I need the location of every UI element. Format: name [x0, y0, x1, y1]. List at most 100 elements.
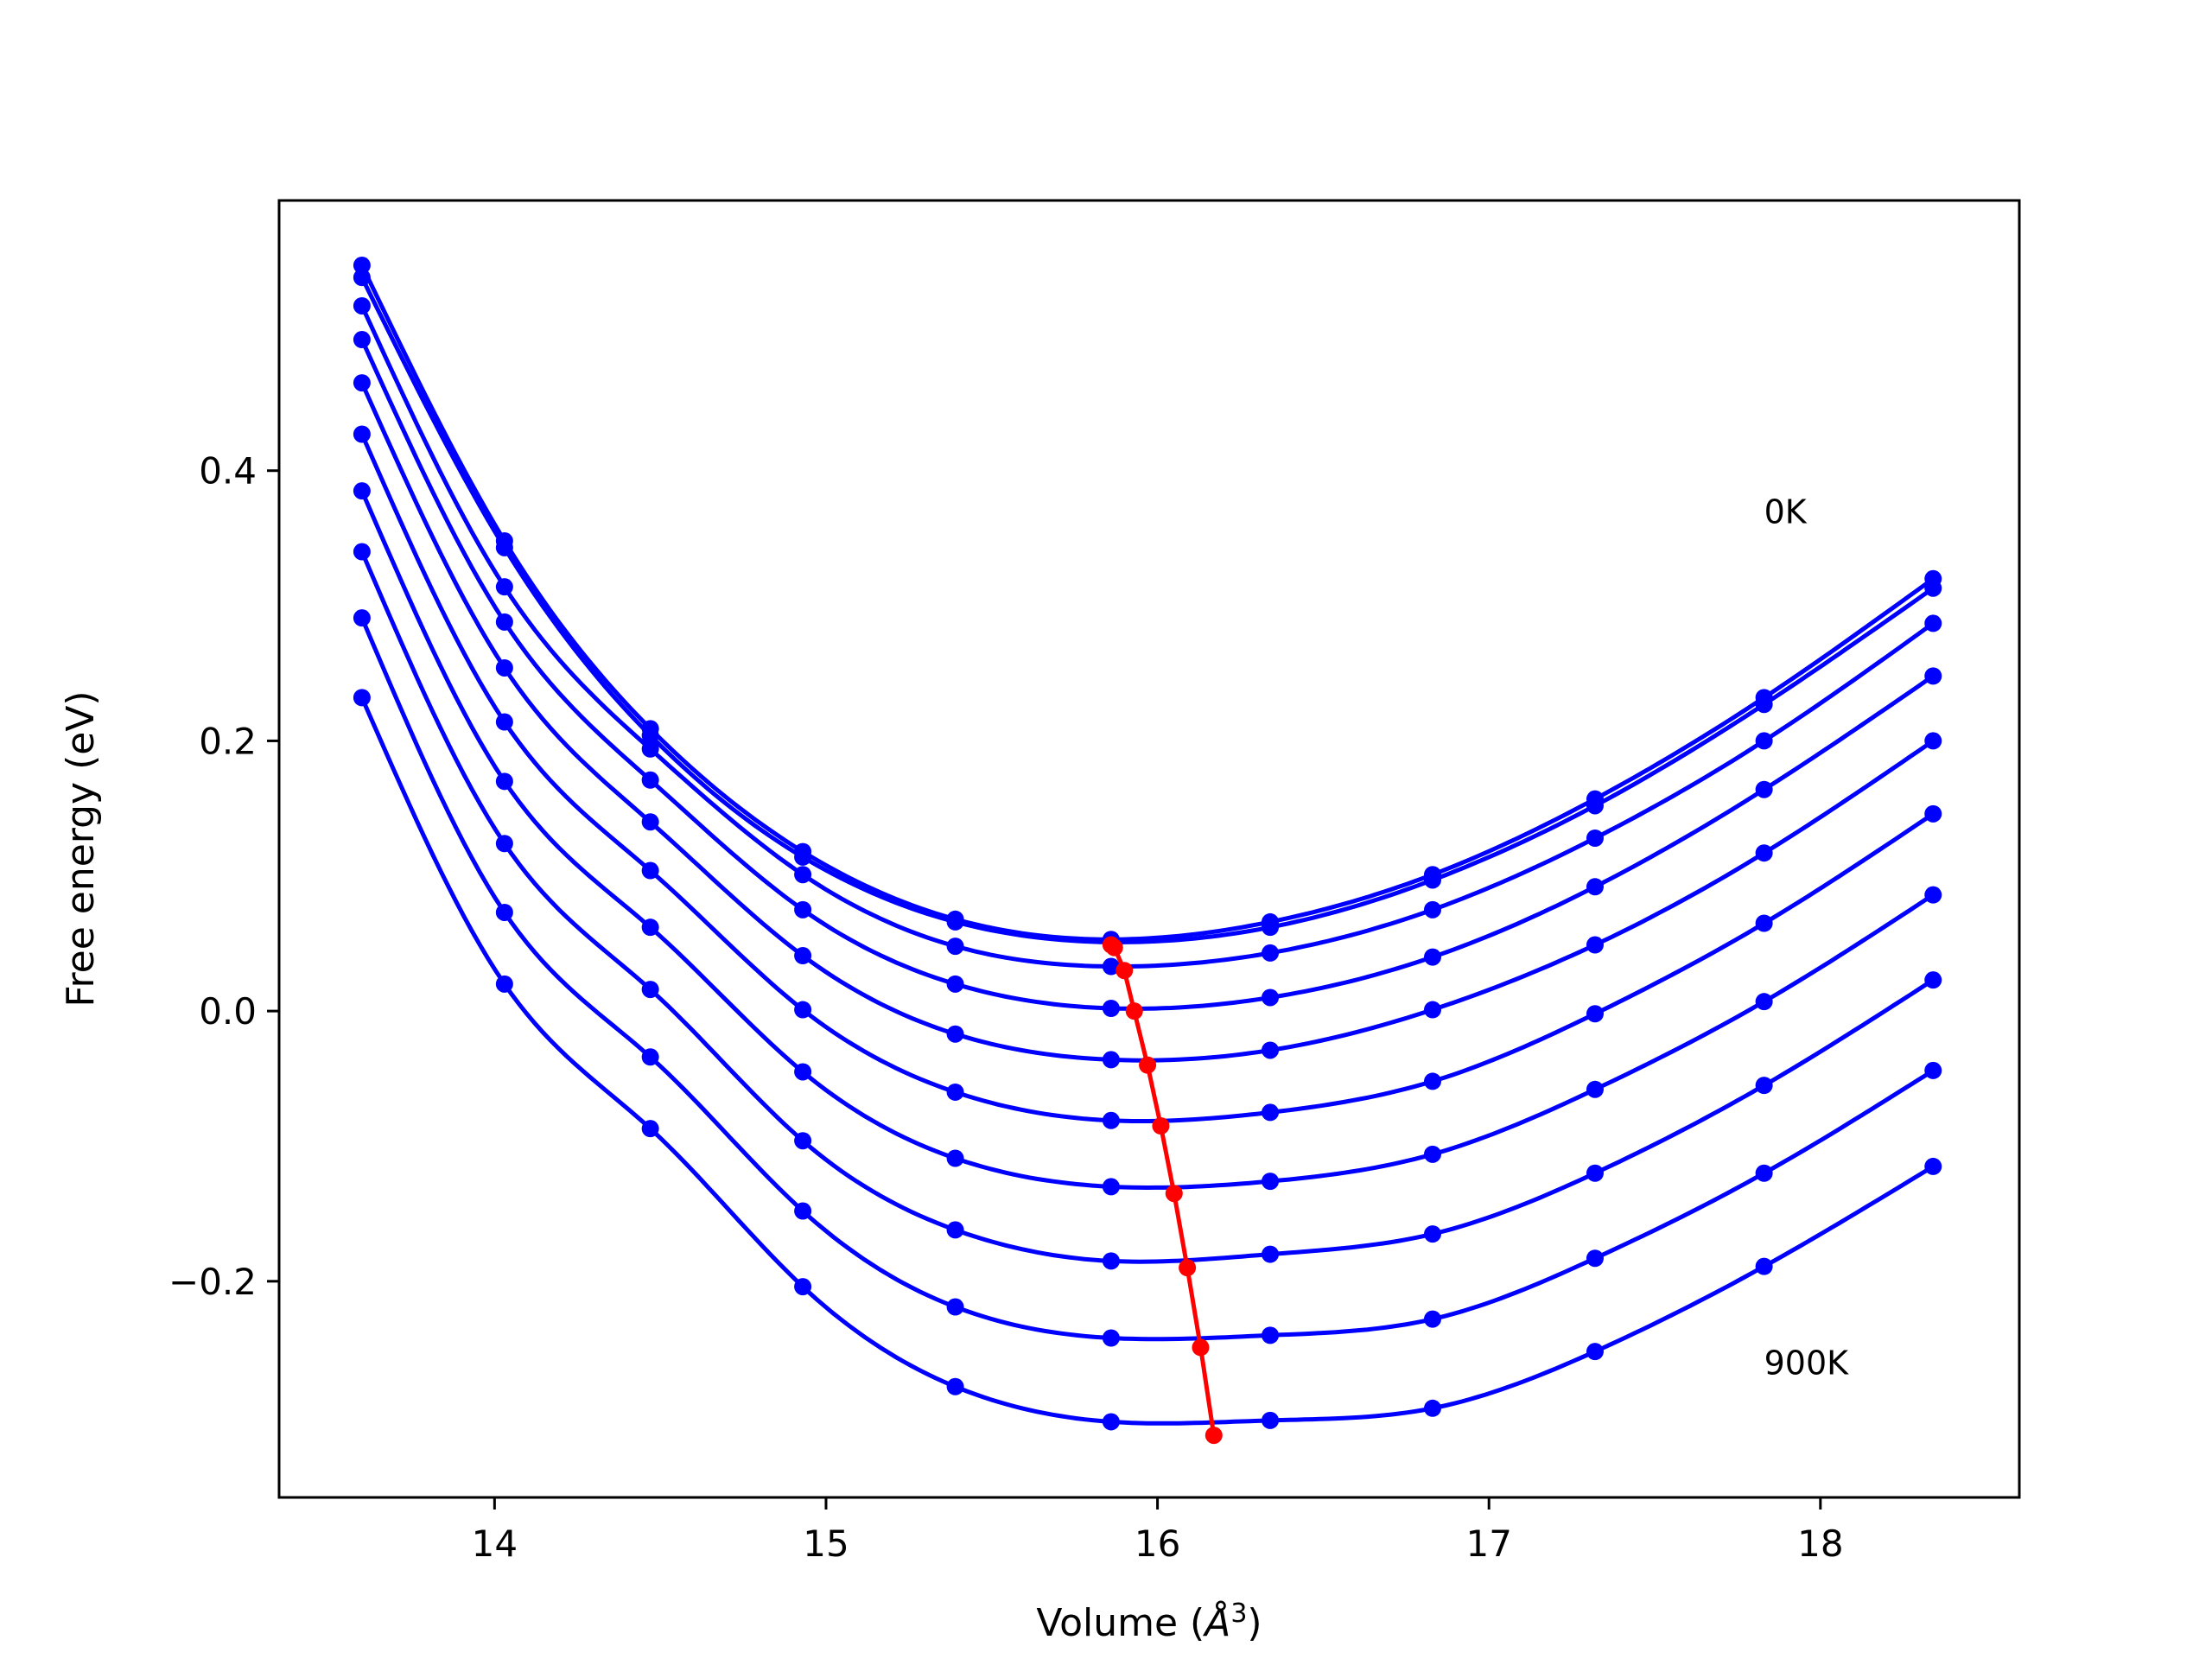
data-point-4-0 — [353, 374, 371, 392]
data-point-3-7 — [1423, 948, 1441, 966]
data-point-8-10 — [1924, 1061, 1942, 1079]
data-point-6-7 — [1423, 1145, 1441, 1163]
data-point-7-0 — [353, 543, 371, 561]
data-point-2-9 — [1755, 732, 1773, 750]
data-point-4-10 — [1924, 732, 1942, 750]
x-axis-label-suffix: ) — [1247, 1601, 1262, 1645]
data-point-9-7 — [1423, 1399, 1441, 1417]
data-point-4-1 — [495, 658, 513, 677]
minimum-point-3 — [1125, 1002, 1143, 1020]
x-axis-ticks: 14 15 16 17 18 — [472, 1497, 1844, 1565]
data-point-8-9 — [1755, 1164, 1773, 1182]
x-tick-label-4: 18 — [1797, 1522, 1843, 1565]
data-point-3-9 — [1755, 780, 1773, 798]
data-point-2-3 — [794, 866, 812, 884]
data-point-9-5 — [1102, 1413, 1120, 1431]
y-axis-ticks: −0.2 0.0 0.2 0.4 — [168, 450, 279, 1303]
data-point-7-4 — [946, 1221, 964, 1239]
data-point-1-4 — [946, 912, 964, 931]
data-point-8-3 — [794, 1202, 812, 1220]
data-point-2-6 — [1262, 944, 1280, 962]
data-point-1-1 — [495, 538, 513, 556]
data-point-5-8 — [1586, 1005, 1604, 1023]
data-point-9-3 — [794, 1278, 812, 1296]
data-point-9-4 — [946, 1377, 964, 1395]
minimum-point-6 — [1165, 1185, 1183, 1203]
data-point-3-5 — [1102, 999, 1120, 1017]
data-point-4-3 — [794, 947, 812, 965]
minimum-point-1 — [1105, 938, 1123, 957]
y-tick-label-3: 0.4 — [199, 450, 257, 493]
data-point-5-7 — [1423, 1072, 1441, 1090]
data-point-5-2 — [641, 861, 659, 880]
data-point-9-8 — [1586, 1343, 1604, 1361]
data-point-7-5 — [1102, 1252, 1120, 1270]
data-point-8-2 — [641, 1048, 659, 1066]
data-point-6-0 — [353, 482, 371, 500]
data-point-4-6 — [1262, 1041, 1280, 1059]
data-point-4-9 — [1755, 844, 1773, 862]
data-point-6-3 — [794, 1063, 812, 1081]
annotation-0: 0K — [1764, 493, 1808, 531]
data-point-3-6 — [1262, 988, 1280, 1007]
x-tick-label-1: 15 — [803, 1522, 849, 1565]
y-tick-label-2: 0.2 — [199, 720, 257, 762]
data-point-9-6 — [1262, 1411, 1280, 1429]
x-axis-label-prefix: Volume ( — [1036, 1601, 1205, 1645]
data-point-6-8 — [1586, 1080, 1604, 1098]
data-point-3-0 — [353, 331, 371, 349]
data-point-6-2 — [641, 918, 659, 937]
data-point-8-5 — [1102, 1329, 1120, 1347]
data-point-3-1 — [495, 613, 513, 631]
data-point-5-1 — [495, 713, 513, 731]
data-point-7-7 — [1423, 1225, 1441, 1243]
series-line-3 — [359, 338, 1935, 1011]
minimum-point-9 — [1205, 1427, 1223, 1445]
data-point-1-0 — [353, 269, 371, 287]
x-axis-label-symbol: Å — [1202, 1599, 1230, 1645]
data-point-3-4 — [946, 975, 964, 993]
data-point-1-7 — [1423, 871, 1441, 889]
data-point-6-10 — [1924, 886, 1942, 904]
series-line-1 — [359, 276, 1935, 944]
data-point-5-9 — [1755, 914, 1773, 932]
series-line-7 — [359, 550, 1935, 1264]
minimum-point-8 — [1192, 1338, 1210, 1357]
data-point-2-4 — [946, 938, 964, 956]
data-point-5-0 — [353, 425, 371, 443]
data-point-3-8 — [1586, 878, 1604, 896]
data-point-9-1 — [495, 975, 513, 993]
data-point-2-8 — [1586, 829, 1604, 847]
data-point-6-4 — [946, 1149, 964, 1167]
data-point-7-8 — [1586, 1164, 1604, 1182]
data-point-1-2 — [641, 727, 659, 745]
data-point-1-8 — [1586, 797, 1604, 815]
minimum-point-2 — [1116, 962, 1134, 980]
data-point-5-5 — [1102, 1111, 1120, 1129]
data-point-4-5 — [1102, 1051, 1120, 1069]
series-line-2 — [359, 304, 1935, 969]
data-point-5-4 — [946, 1083, 964, 1101]
minimum-point-7 — [1179, 1259, 1197, 1277]
data-point-5-10 — [1924, 804, 1942, 823]
series-line-8 — [359, 617, 1935, 1342]
y-axis-label: Free energy (eV) — [59, 690, 103, 1007]
data-point-8-4 — [946, 1298, 964, 1316]
axes-frame — [277, 199, 2021, 1499]
data-point-8-8 — [1586, 1249, 1604, 1268]
data-point-2-0 — [353, 296, 371, 315]
minimum-point-4 — [1139, 1056, 1157, 1074]
data-point-9-0 — [353, 689, 371, 707]
data-point-4-4 — [946, 1025, 964, 1043]
series-line-5 — [359, 433, 1935, 1123]
data-point-6-1 — [495, 772, 513, 791]
annotation-1: 900K — [1764, 1344, 1850, 1382]
data-point-2-5 — [1102, 957, 1120, 976]
data-point-8-0 — [353, 609, 371, 627]
data-point-9-10 — [1924, 1157, 1942, 1175]
minimum-point-5 — [1152, 1117, 1170, 1135]
x-tick-label-3: 17 — [1465, 1522, 1511, 1565]
data-point-0-0 — [353, 257, 371, 275]
data-point-8-6 — [1262, 1326, 1280, 1344]
data-point-9-9 — [1755, 1257, 1773, 1275]
